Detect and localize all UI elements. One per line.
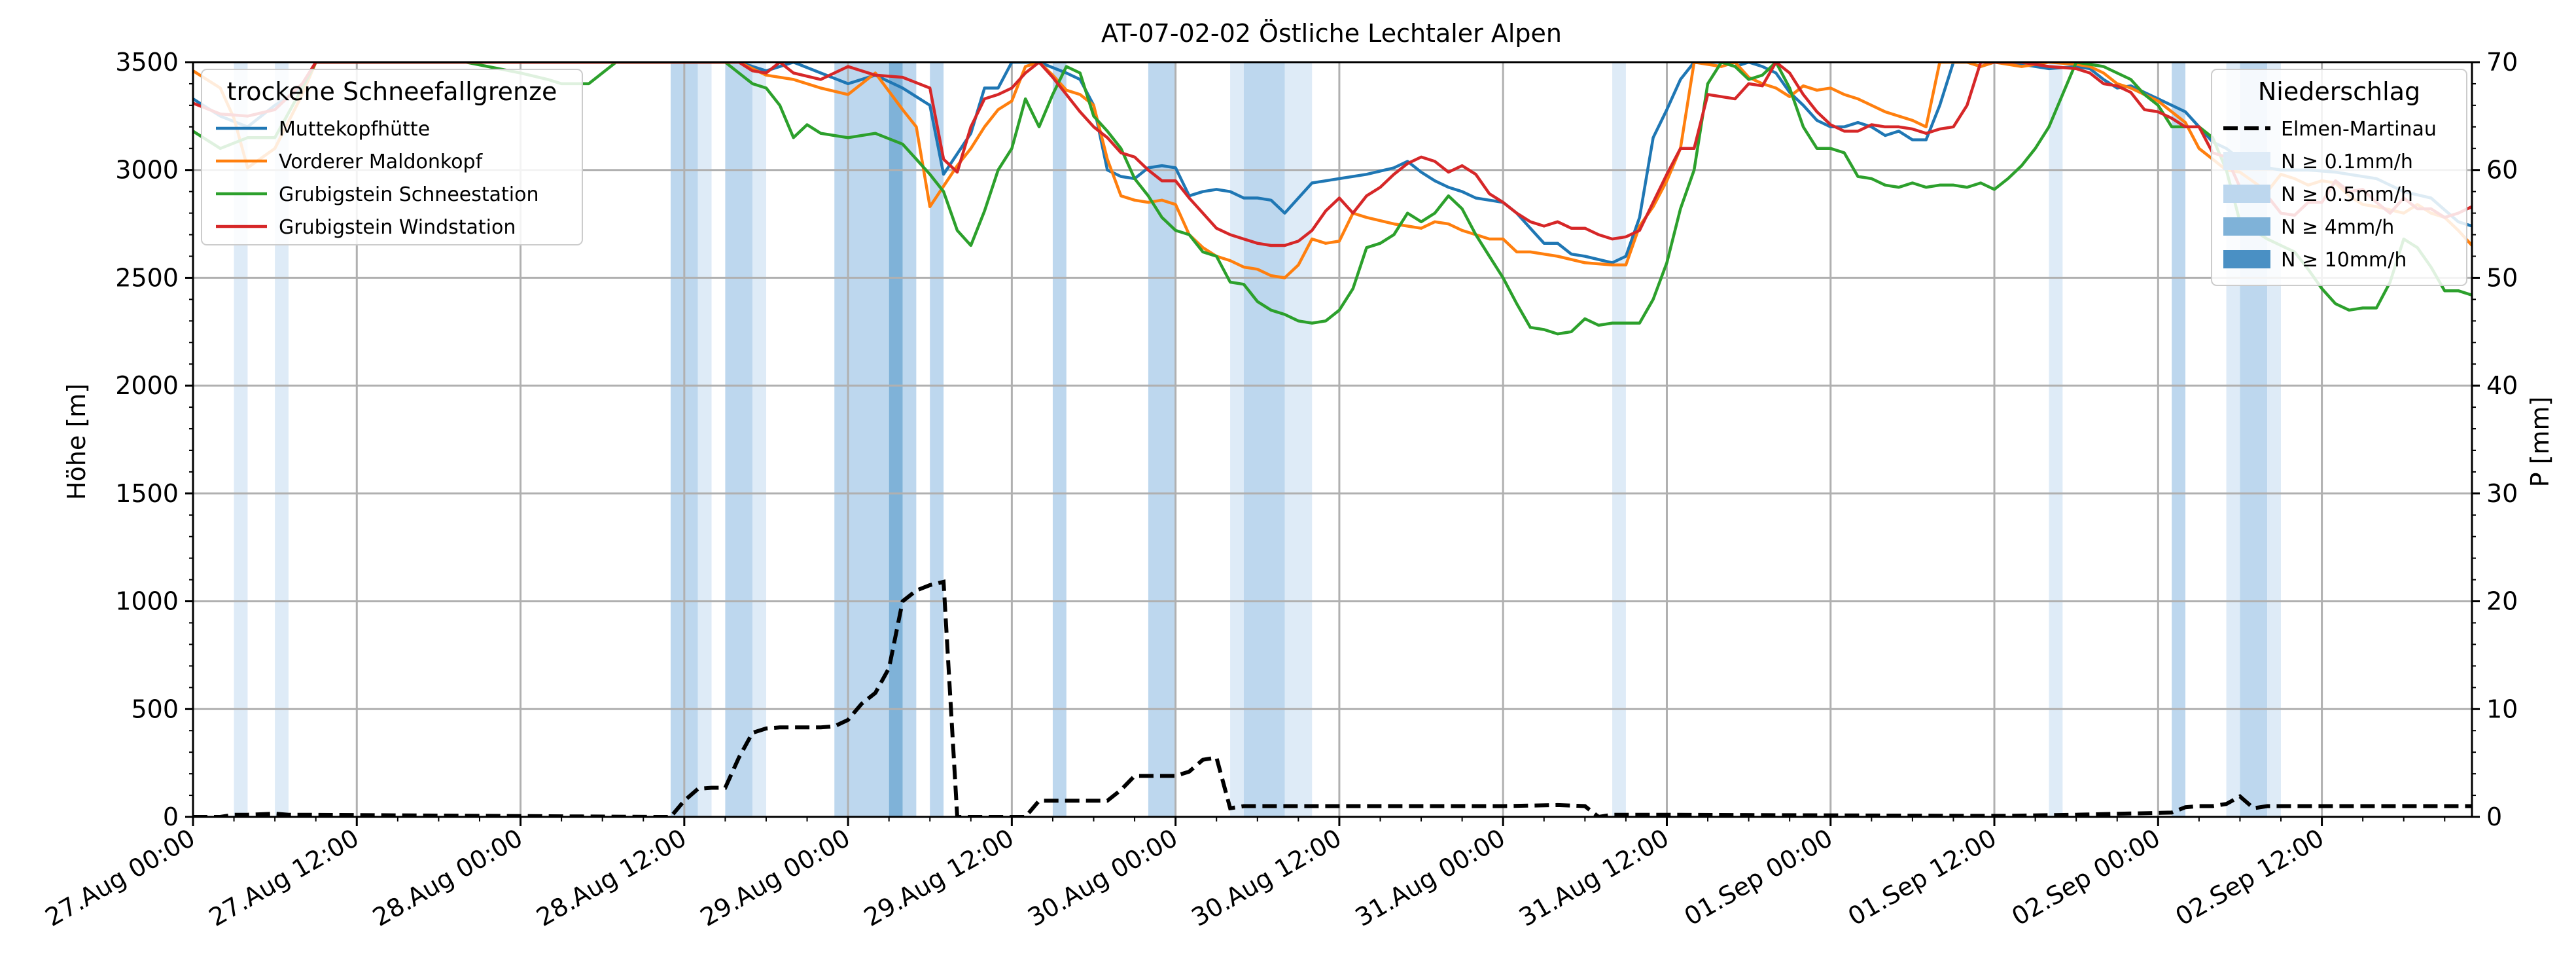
precip-band xyxy=(275,62,289,817)
y-tick-label-left: 1500 xyxy=(115,479,179,508)
precip-band xyxy=(1284,62,1313,817)
legend-label: N ≥ 0.1mm/h xyxy=(2281,151,2413,173)
precip-band xyxy=(725,62,753,817)
precipitation-series xyxy=(193,579,2472,817)
precip-band xyxy=(889,62,903,817)
legend-label: N ≥ 0.5mm/h xyxy=(2281,183,2413,206)
plot-border xyxy=(192,61,2473,818)
legend-swatch xyxy=(2223,250,2270,268)
legend-label: Vorderer Maldonkopf xyxy=(279,151,484,173)
legend-label: Elmen-Martinau xyxy=(2281,118,2437,141)
plot-frame xyxy=(192,61,2473,818)
legend-swatch xyxy=(2223,217,2270,236)
precip-band xyxy=(697,62,712,817)
y-tick-label-right: 40 xyxy=(2486,371,2518,400)
y-tick-label-left: 1000 xyxy=(115,587,179,616)
legend-precipitation: Niederschlag Elmen-Martinau N ≥ 0.1mm/h N ≥… xyxy=(2211,69,2467,286)
legend-label: N ≥ 10mm/h xyxy=(2281,249,2407,272)
precip-band xyxy=(1230,62,1244,817)
series-line xyxy=(193,62,2472,280)
y-tick-label-left: 3000 xyxy=(115,156,179,185)
precip-band xyxy=(2172,62,2186,817)
legend-title: Niederschlag xyxy=(2258,77,2420,106)
y-tick-label-right: 10 xyxy=(2486,694,2518,723)
legend-label: Grubigstein Windstation xyxy=(279,216,516,239)
chart-title: AT-07-02-02 Östliche Lechtaler Alpen xyxy=(1101,19,1562,48)
y-tick-label-left: 3500 xyxy=(115,48,179,77)
y-tick-label-right: 70 xyxy=(2486,48,2518,77)
legend-title: trockene Schneefallgrenze xyxy=(227,77,557,106)
precip-band xyxy=(2049,62,2063,817)
y-tick-label-right: 60 xyxy=(2486,156,2518,185)
legend-box xyxy=(2211,69,2467,286)
legend-label: Muttekopfhütte xyxy=(279,118,430,141)
y-tick-label-left: 2500 xyxy=(115,263,179,292)
y-tick-label-right: 0 xyxy=(2486,803,2502,831)
y-tick-label-right: 50 xyxy=(2486,263,2518,292)
legend-swatch xyxy=(2223,185,2270,203)
precip-band xyxy=(834,62,889,817)
precip-band xyxy=(1148,62,1176,817)
legend-swatch xyxy=(2223,152,2270,170)
precip-band xyxy=(1243,62,1285,817)
precipitation-bands xyxy=(234,62,2282,817)
legend-box xyxy=(201,69,583,245)
precip-band xyxy=(1052,62,1067,817)
series-line xyxy=(193,62,2472,247)
legend-label: N ≥ 4mm/h xyxy=(2281,216,2394,239)
precip-band xyxy=(1612,62,1626,817)
precipitation-line xyxy=(193,579,2472,817)
y-tick-label-left: 0 xyxy=(163,803,179,831)
precip-band xyxy=(902,62,917,817)
y-tick-label-left: 500 xyxy=(131,694,179,723)
legend-snowline: trockene Schneefallgrenze Muttekopfhütte V… xyxy=(201,69,583,245)
precip-band xyxy=(752,62,766,817)
precip-band xyxy=(234,62,248,817)
y-axis-label-right: P [mm] xyxy=(2526,397,2554,488)
y-tick-label-right: 20 xyxy=(2486,587,2518,616)
snowline-series xyxy=(193,62,2472,336)
y-tick-label-right: 30 xyxy=(2486,479,2518,508)
legend-label: Grubigstein Schneestation xyxy=(279,183,538,206)
precip-band xyxy=(930,62,944,817)
y-tick-label-left: 2000 xyxy=(115,371,179,400)
y-axis-label-left: Höhe [m] xyxy=(62,384,91,500)
